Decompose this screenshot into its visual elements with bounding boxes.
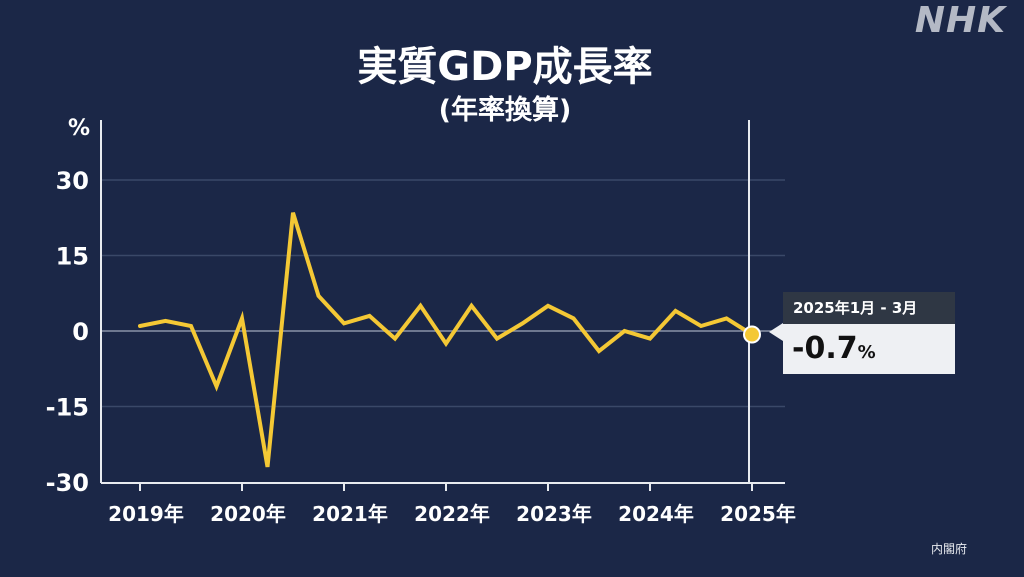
x-tick-label: 2021年 — [312, 502, 388, 526]
chart-title: 実質GDP成長率 — [357, 44, 653, 90]
callout-period: 2025年1月 - 3月 — [783, 292, 955, 324]
x-tick-label: 2025年 — [720, 502, 796, 526]
x-tick-label: 2023年 — [516, 502, 592, 526]
x-tick-label: 2024年 — [618, 502, 694, 526]
y-tick-label: -30 — [46, 469, 89, 497]
callout-body: -0.7% — [783, 324, 955, 374]
x-tick-label: 2019年 — [108, 502, 184, 526]
series-line-0 — [138, 212, 754, 468]
y-tick-label: 0 — [72, 318, 89, 346]
nhk-logo: NHK — [914, 0, 1006, 41]
callout-pointer — [769, 323, 783, 341]
x-tick-label: 2020年 — [210, 502, 286, 526]
callout-value: -0.7 — [792, 331, 858, 366]
y-tick-label: 30 — [56, 167, 89, 195]
callout-unit: % — [857, 342, 876, 363]
y-tick-label: -15 — [46, 394, 89, 422]
chart-subtitle: (年率換算) — [438, 95, 572, 126]
y-axis-unit: % — [68, 116, 90, 141]
y-tick-label: 15 — [56, 243, 89, 271]
latest-value-callout: 2025年1月 - 3月 -0.7% — [769, 292, 955, 374]
source-label: 内閣府 — [931, 542, 968, 556]
x-tick-label: 2022年 — [414, 502, 490, 526]
latest-point-marker — [743, 325, 761, 344]
